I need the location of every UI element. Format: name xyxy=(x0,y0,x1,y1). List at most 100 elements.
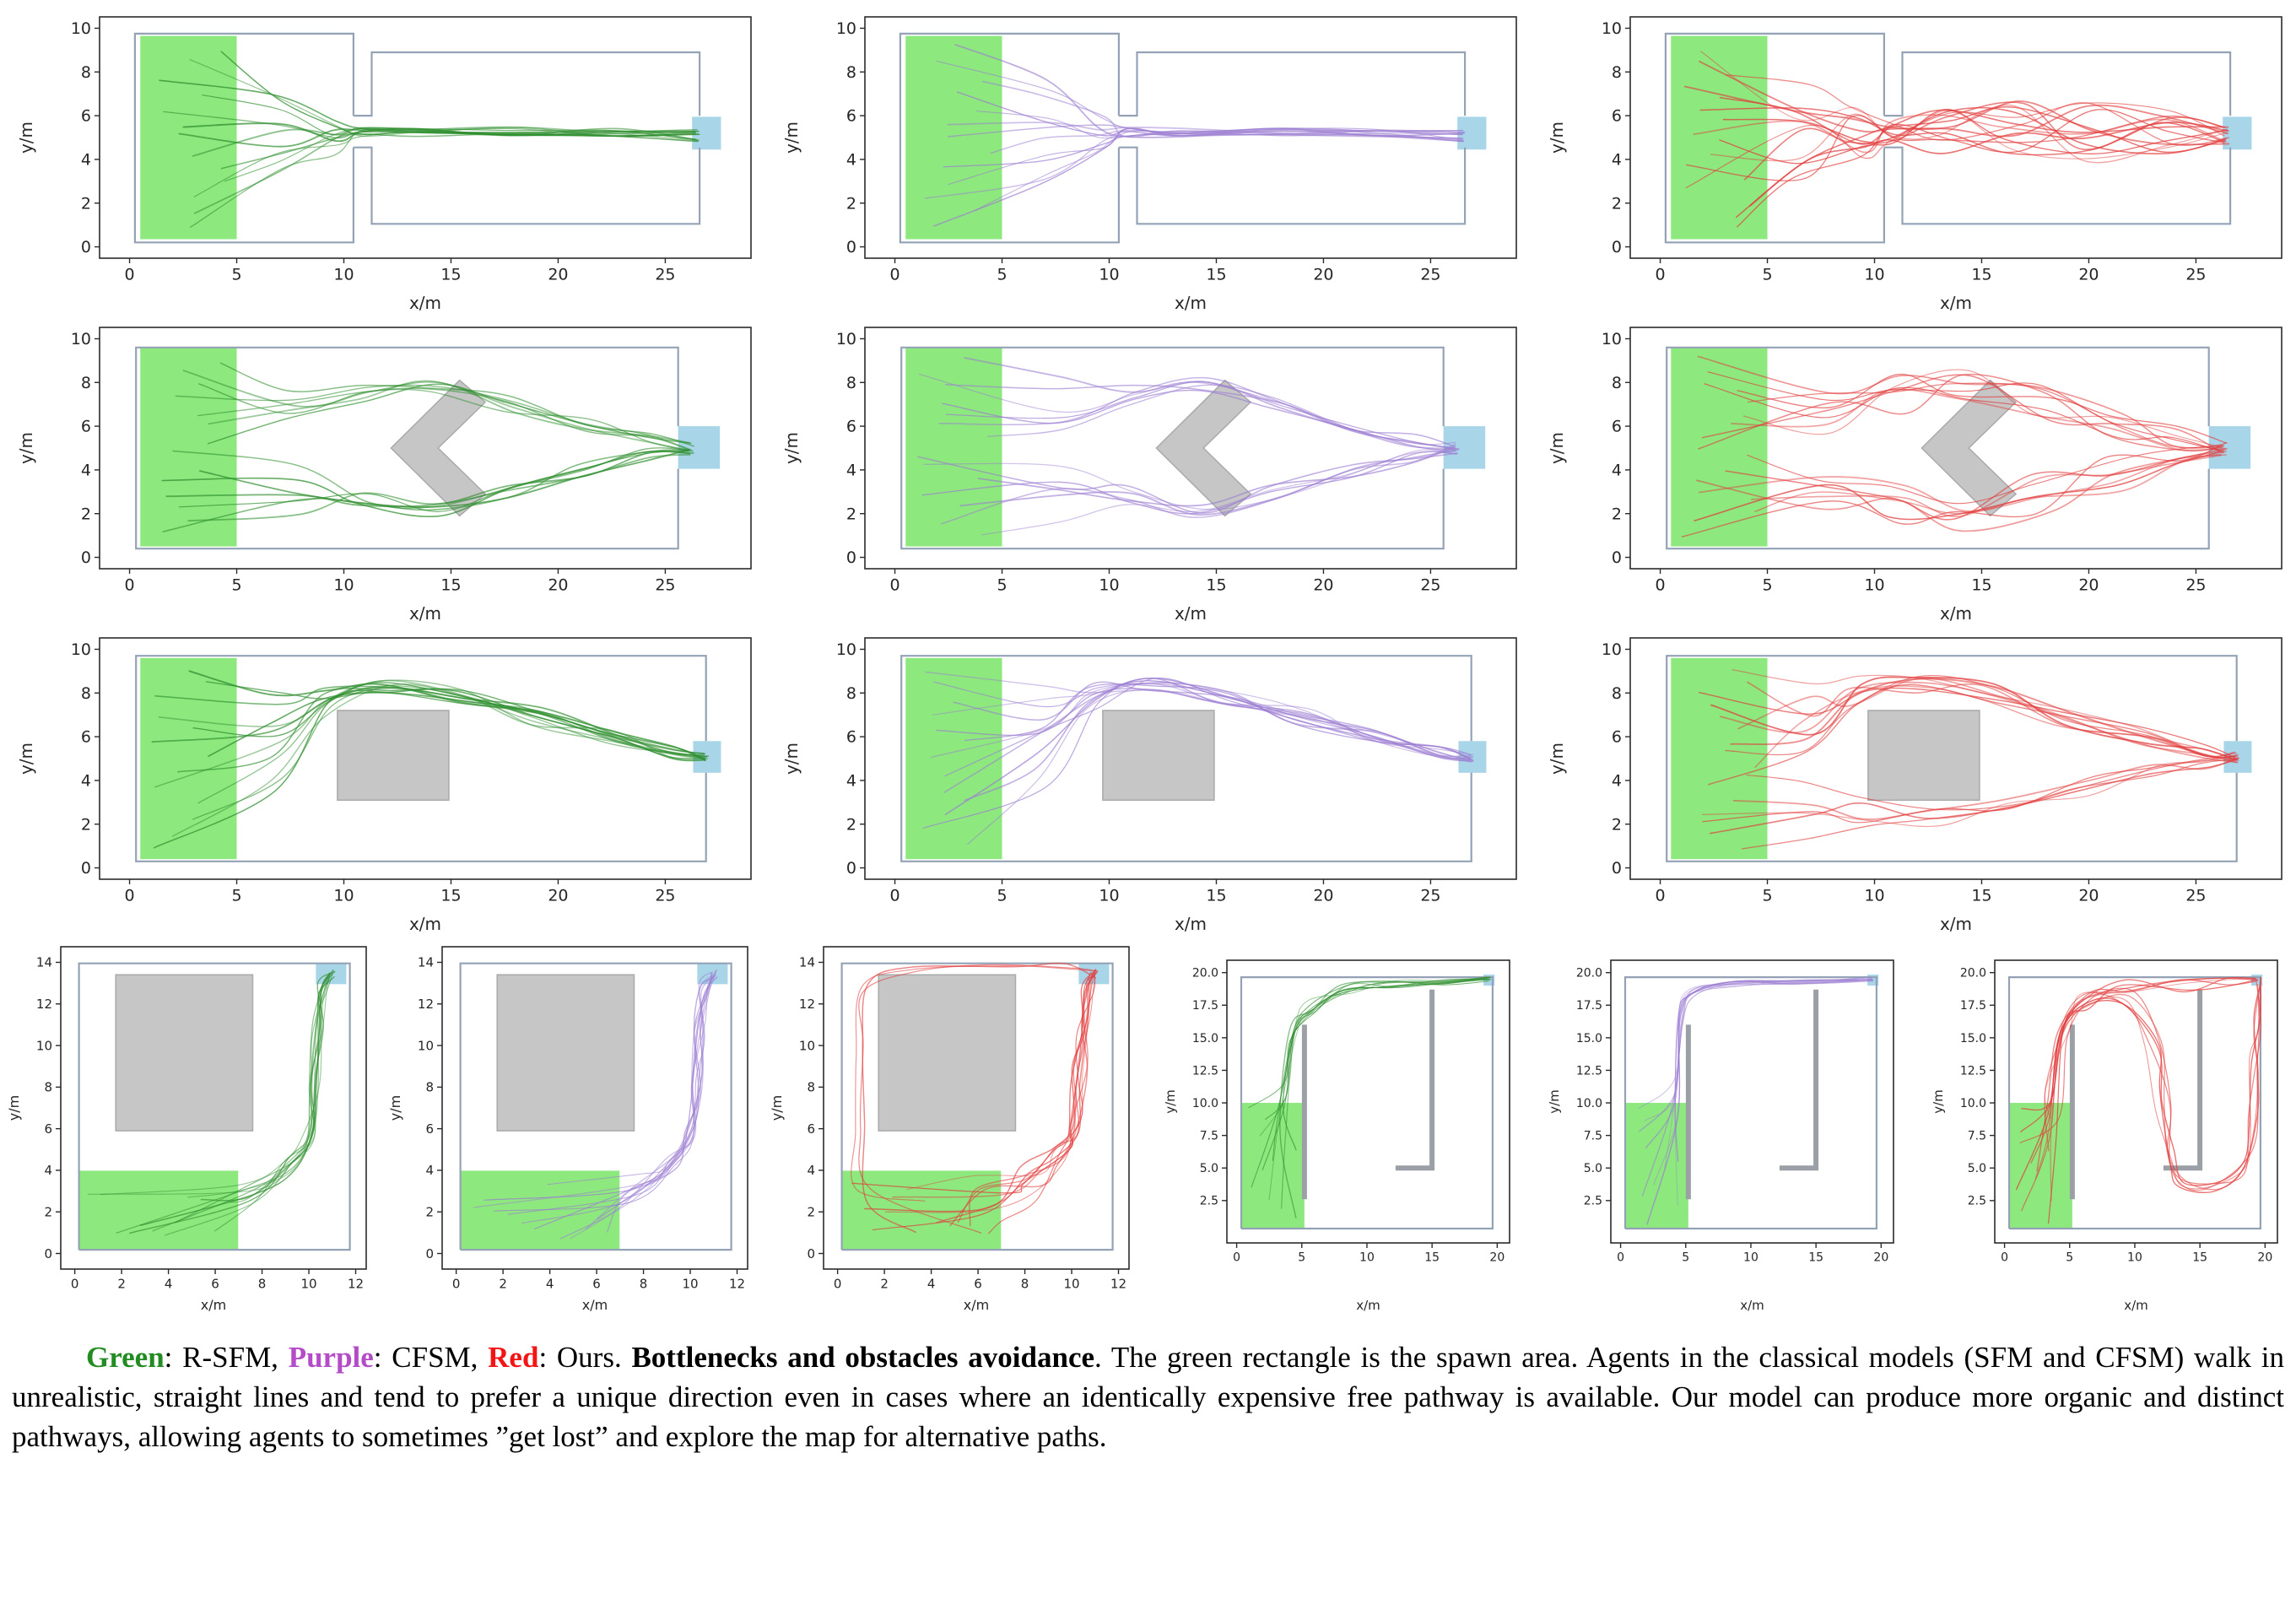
caption-segment-2: Purple xyxy=(288,1341,374,1374)
trajectory xyxy=(220,132,696,170)
y-tick-label: 10 xyxy=(71,330,91,348)
trajectory xyxy=(182,370,691,444)
x-tick-label: 0 xyxy=(1656,887,1666,905)
y-tick-label: 20.0 xyxy=(1192,967,1218,980)
y-axis-label: y/m xyxy=(769,1095,785,1121)
wall-line xyxy=(353,51,701,117)
y-tick-label: 4 xyxy=(425,1163,434,1178)
x-tick-label: 10 xyxy=(682,1276,698,1291)
x-tick-label: 20 xyxy=(548,887,568,905)
y-tick-label: 4 xyxy=(846,151,856,170)
x-axis-label: x/m xyxy=(409,603,441,624)
y-tick-label: 10 xyxy=(36,1038,52,1053)
y-tick-label: 2 xyxy=(81,194,91,213)
y-tick-label: 10 xyxy=(799,1038,815,1053)
obstacle-shape xyxy=(1102,710,1215,801)
trajectories-red xyxy=(851,962,1099,1234)
trajectory xyxy=(917,452,1458,514)
trajectory xyxy=(1639,978,1873,1132)
y-tick-label: 14 xyxy=(418,955,434,970)
x-tick-label: 15 xyxy=(1971,887,1991,905)
trajectory xyxy=(1696,451,2224,532)
y-tick-label: 8 xyxy=(81,374,91,392)
plot-frame xyxy=(823,946,1130,1270)
trajectory xyxy=(1699,60,2230,146)
axes: 0 2 4 6 8 10 12 0 2 4 6 8 10 12 14 x/m y/m xyxy=(387,955,745,1313)
x-tick-label: 0 xyxy=(1617,1251,1624,1264)
x-tick-label: 10 xyxy=(1743,1251,1758,1264)
plot-frame xyxy=(99,327,752,570)
subplot-r3-purple: 0 5 10 15 20 25 0 2 4 6 8 10 x/m y/m xyxy=(781,637,1517,934)
figure: 0 5 10 15 20 25 0 2 4 6 8 10 x/m y/m 0 5 10 15 20 25 0 2 4 6 8 10… xyxy=(6,16,2284,1453)
y-tick-label: 10 xyxy=(836,640,856,659)
y-tick-label: 8 xyxy=(1612,684,1622,703)
x-tick-label: 15 xyxy=(440,887,461,905)
y-tick-label: 6 xyxy=(846,107,856,126)
trajectory xyxy=(1737,373,2228,444)
walls xyxy=(1664,32,2232,244)
x-tick-label: 0 xyxy=(890,576,900,595)
wall-line xyxy=(1118,51,1467,117)
axes: 0 5 10 15 20 25 0 2 4 6 8 10 x/m y/m xyxy=(16,640,676,934)
x-tick-label: 5 xyxy=(997,576,1007,595)
y-tick-label: 10 xyxy=(71,640,91,659)
trajectory xyxy=(229,971,331,1203)
x-axis-label: x/m xyxy=(201,1297,226,1313)
x-tick-label: 15 xyxy=(1206,887,1226,905)
y-tick-label: 15.0 xyxy=(1192,1032,1218,1045)
y-tick-label: 6 xyxy=(807,1121,815,1137)
trajectories-red xyxy=(2016,976,2262,1224)
spawn-area xyxy=(78,1170,239,1251)
trajectory xyxy=(570,973,714,1240)
y-tick-label: 4 xyxy=(81,151,91,170)
thick-wall-line xyxy=(2163,989,2203,1171)
y-axis-label: y/m xyxy=(1547,122,1567,154)
walls xyxy=(135,346,679,550)
spawn-area xyxy=(905,347,1002,547)
axes: 0 5 10 15 20 25 0 2 4 6 8 10 x/m y/m xyxy=(781,330,1441,624)
axes: 0 5 10 15 20 25 0 2 4 6 8 10 x/m y/m xyxy=(16,330,676,624)
subplot-r3-green: 0 5 10 15 20 25 0 2 4 6 8 10 x/m y/m xyxy=(16,637,752,934)
trajectory xyxy=(1747,382,2223,449)
x-axis-label: x/m xyxy=(1175,603,1207,624)
trajectory xyxy=(918,373,1456,446)
x-tick-label: 0 xyxy=(125,266,135,284)
y-axis-label: y/m xyxy=(781,122,802,154)
subplot-r4b-green: 0 5 10 15 20 2.5 5.0 7.5 10.0 12.5 15.0 17.5 20.0 x/m… xyxy=(1163,959,1510,1313)
y-tick-label: 0 xyxy=(44,1246,52,1261)
y-tick-label: 0 xyxy=(846,548,856,567)
y-tick-label: 5.0 xyxy=(1968,1162,1986,1175)
trajectories-purple xyxy=(924,44,1466,227)
y-tick-label: 12 xyxy=(418,997,434,1012)
x-axis-label: x/m xyxy=(1175,293,1207,313)
y-tick-label: 2 xyxy=(1612,505,1622,523)
wall-line xyxy=(1623,976,1877,1230)
x-tick-label: 10 xyxy=(1359,1251,1375,1264)
x-tick-label: 20 xyxy=(1313,266,1333,284)
trajectory xyxy=(189,58,698,141)
obstacle-shape xyxy=(390,379,487,517)
y-tick-label: 6 xyxy=(44,1121,52,1137)
y-axis-label: y/m xyxy=(781,743,802,775)
trajectory xyxy=(925,671,1474,763)
x-tick-label: 2 xyxy=(117,1276,126,1291)
x-tick-label: 15 xyxy=(440,576,461,595)
x-tick-label: 5 xyxy=(1762,887,1772,905)
trajectory xyxy=(923,449,1457,510)
trajectory xyxy=(198,383,690,451)
y-tick-label: 20.0 xyxy=(1960,967,1986,980)
trajectory xyxy=(1248,979,1489,1109)
axes: 0 5 10 15 20 25 0 2 4 6 8 10 x/m y/m xyxy=(1547,330,2207,624)
x-tick-label: 0 xyxy=(1656,576,1666,595)
x-axis-label: x/m xyxy=(1940,603,1972,624)
trajectory xyxy=(932,680,1473,759)
trajectory xyxy=(1731,669,2238,759)
y-tick-label: 0 xyxy=(81,238,91,257)
x-axis-label: x/m xyxy=(1175,914,1207,934)
subplot-r4-green: 0 2 4 6 8 10 12 0 2 4 6 8 10 12 14 x/m y/m xyxy=(6,946,367,1313)
trajectories-green xyxy=(1248,976,1491,1218)
trajectory xyxy=(208,692,706,760)
trajectory xyxy=(199,448,691,508)
y-tick-label: 8 xyxy=(846,684,856,703)
spawn-area xyxy=(140,35,237,240)
